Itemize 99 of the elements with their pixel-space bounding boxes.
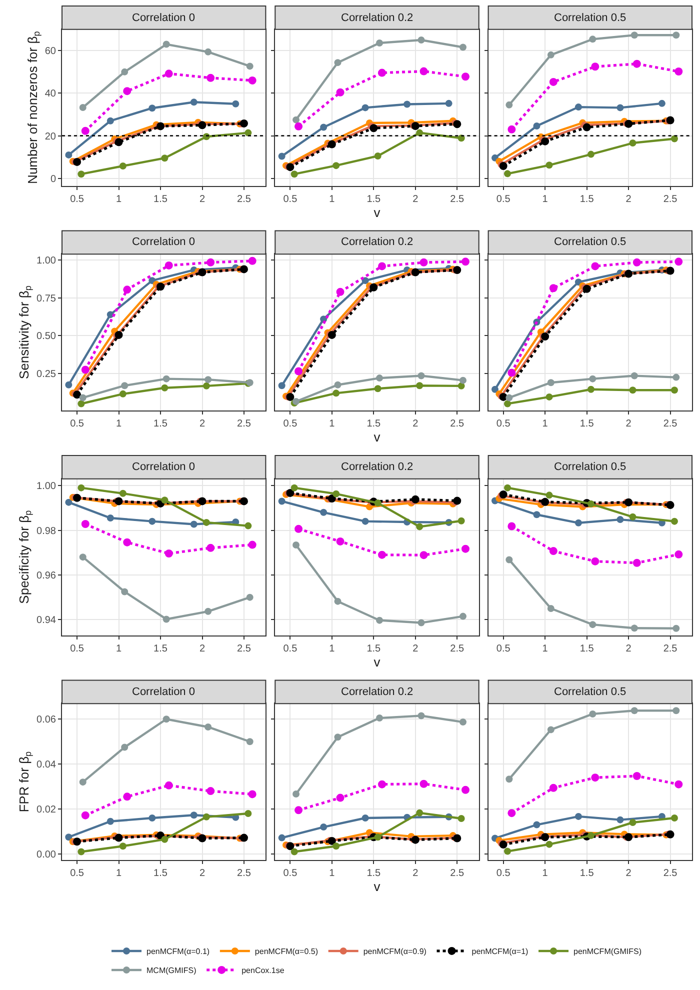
x-tick-label: 2.5 (663, 868, 678, 880)
y-tick-label: 0.25 (36, 369, 56, 380)
x-tick-label: 1.5 (154, 643, 168, 654)
x-tick-label: 0.5 (496, 643, 511, 654)
y-tick-label: 0.00 (36, 849, 56, 860)
x-tick-label: 2 (199, 643, 206, 654)
chart-title: Correlation 0 (132, 461, 195, 473)
chart-title: Correlation 0.5 (554, 686, 626, 698)
chart-title: Correlation 0.5 (554, 12, 626, 24)
y-tick-label: 40 (44, 88, 56, 100)
x-tick-label: 1.5 (580, 868, 594, 880)
x-tick-label: 1.5 (154, 868, 168, 880)
x-axis-title: v (374, 204, 381, 220)
x-tick-label: 1.5 (366, 194, 382, 205)
x-tick-label: 2.5 (237, 643, 252, 654)
chart-title: Correlation 0.5 (554, 236, 626, 248)
chart-title: Correlation 0 (132, 686, 195, 698)
x-tick-label: 1 (542, 418, 548, 430)
x-tick-label: 2.5 (450, 868, 465, 880)
x-tick-label: 2.5 (450, 643, 465, 654)
legend-label: MCM(GMIFS) (146, 966, 197, 976)
x-tick-label: 0.5 (70, 418, 84, 430)
y-tick-label: 1.00 (36, 481, 56, 492)
x-tick-label: 0.5 (70, 868, 84, 880)
y-tick-label: 0.04 (36, 760, 56, 771)
x-tick-label: 0.5 (70, 194, 84, 205)
x-tick-label: 0.5 (496, 418, 511, 430)
chart-title: Correlation 0.2 (341, 461, 414, 473)
legend-label: penMCFM(α=0.1) (146, 947, 210, 956)
x-tick-label: 2.5 (450, 194, 465, 205)
x-tick-label: 0.5 (283, 418, 298, 430)
x-tick-label: 1 (116, 194, 122, 205)
x-tick-label: 0.5 (283, 643, 298, 654)
x-tick-label: 1 (116, 643, 122, 654)
y-tick-label: 0.96 (36, 570, 56, 582)
x-axis-title: v (374, 879, 381, 894)
x-tick-label: 0.5 (496, 868, 511, 880)
x-tick-label: 1 (116, 868, 122, 880)
x-tick-label: 0.5 (283, 194, 298, 205)
x-tick-label: 2 (412, 643, 419, 654)
x-tick-label: 2.5 (663, 194, 678, 205)
x-tick-label: 0.5 (496, 194, 511, 205)
x-tick-label: 2 (626, 418, 632, 430)
y-tick-label: 60 (44, 46, 56, 58)
x-tick-label: 1.5 (580, 194, 594, 205)
x-tick-label: 1 (329, 643, 336, 654)
x-tick-label: 2 (199, 418, 206, 430)
chart-title: Correlation 0.2 (341, 236, 414, 248)
x-tick-label: 2 (626, 194, 632, 205)
legend-label: penMCFM(GMIFS) (574, 947, 642, 956)
x-tick-label: 2 (199, 868, 206, 880)
x-tick-label: 2 (626, 643, 632, 654)
y-tick-label: 0 (50, 174, 56, 185)
y-tick-label: 0.98 (36, 526, 56, 537)
chart-title: Correlation 0 (132, 12, 195, 24)
legend-label: penMCFM(α=0.9) (363, 947, 427, 956)
x-axis-title: v (374, 430, 381, 445)
x-tick-label: 1 (116, 418, 122, 430)
legend-label: penMCFM(α=1) (472, 947, 529, 956)
x-tick-label: 2.5 (663, 643, 678, 654)
x-tick-label: 2 (199, 194, 206, 205)
x-tick-label: 1 (329, 868, 336, 880)
chart-title: Correlation 0.5 (554, 461, 626, 473)
y-tick-label: 0.02 (36, 804, 56, 816)
x-tick-label: 2 (626, 868, 632, 880)
x-tick-label: 0.5 (70, 643, 84, 654)
x-tick-label: 0.5 (283, 868, 298, 880)
chart-title: Correlation 0.2 (341, 686, 414, 698)
x-tick-label: 2.5 (450, 418, 465, 430)
x-tick-label: 1.5 (580, 643, 594, 654)
chart-title: Correlation 0.2 (341, 12, 414, 24)
y-tick-label: 0.94 (36, 615, 56, 626)
x-tick-label: 2.5 (237, 868, 252, 880)
x-tick-label: 2.5 (237, 418, 252, 430)
x-tick-label: 1.5 (366, 643, 382, 654)
x-tick-label: 1 (542, 194, 548, 205)
y-tick-label: 20 (44, 131, 56, 142)
y-tick-label: 0.75 (36, 293, 56, 304)
x-tick-label: 2 (412, 418, 419, 430)
y-tick-label: 0.50 (36, 331, 56, 342)
x-tick-label: 2.5 (663, 418, 678, 430)
legend-label: penCox.1se (242, 966, 285, 976)
legend-label: penMCFM(α=0.5) (254, 947, 318, 956)
y-tick-label: 1.00 (36, 256, 56, 267)
x-tick-label: 1 (329, 418, 336, 430)
x-tick-label: 1.5 (154, 418, 168, 430)
x-tick-label: 1 (542, 868, 548, 880)
x-tick-label: 1.5 (580, 418, 594, 430)
x-tick-label: 1.5 (366, 868, 382, 880)
x-tick-label: 2.5 (237, 194, 252, 205)
x-tick-label: 2 (412, 194, 419, 205)
y-tick-label: 0.06 (36, 714, 56, 726)
x-tick-label: 1 (329, 194, 336, 205)
x-tick-label: 1 (542, 643, 548, 654)
chart-title: Correlation 0 (132, 236, 195, 248)
x-tick-label: 1.5 (154, 194, 168, 205)
x-tick-label: 2 (412, 868, 419, 880)
x-tick-label: 1.5 (366, 418, 382, 430)
x-axis-title: v (374, 654, 381, 670)
